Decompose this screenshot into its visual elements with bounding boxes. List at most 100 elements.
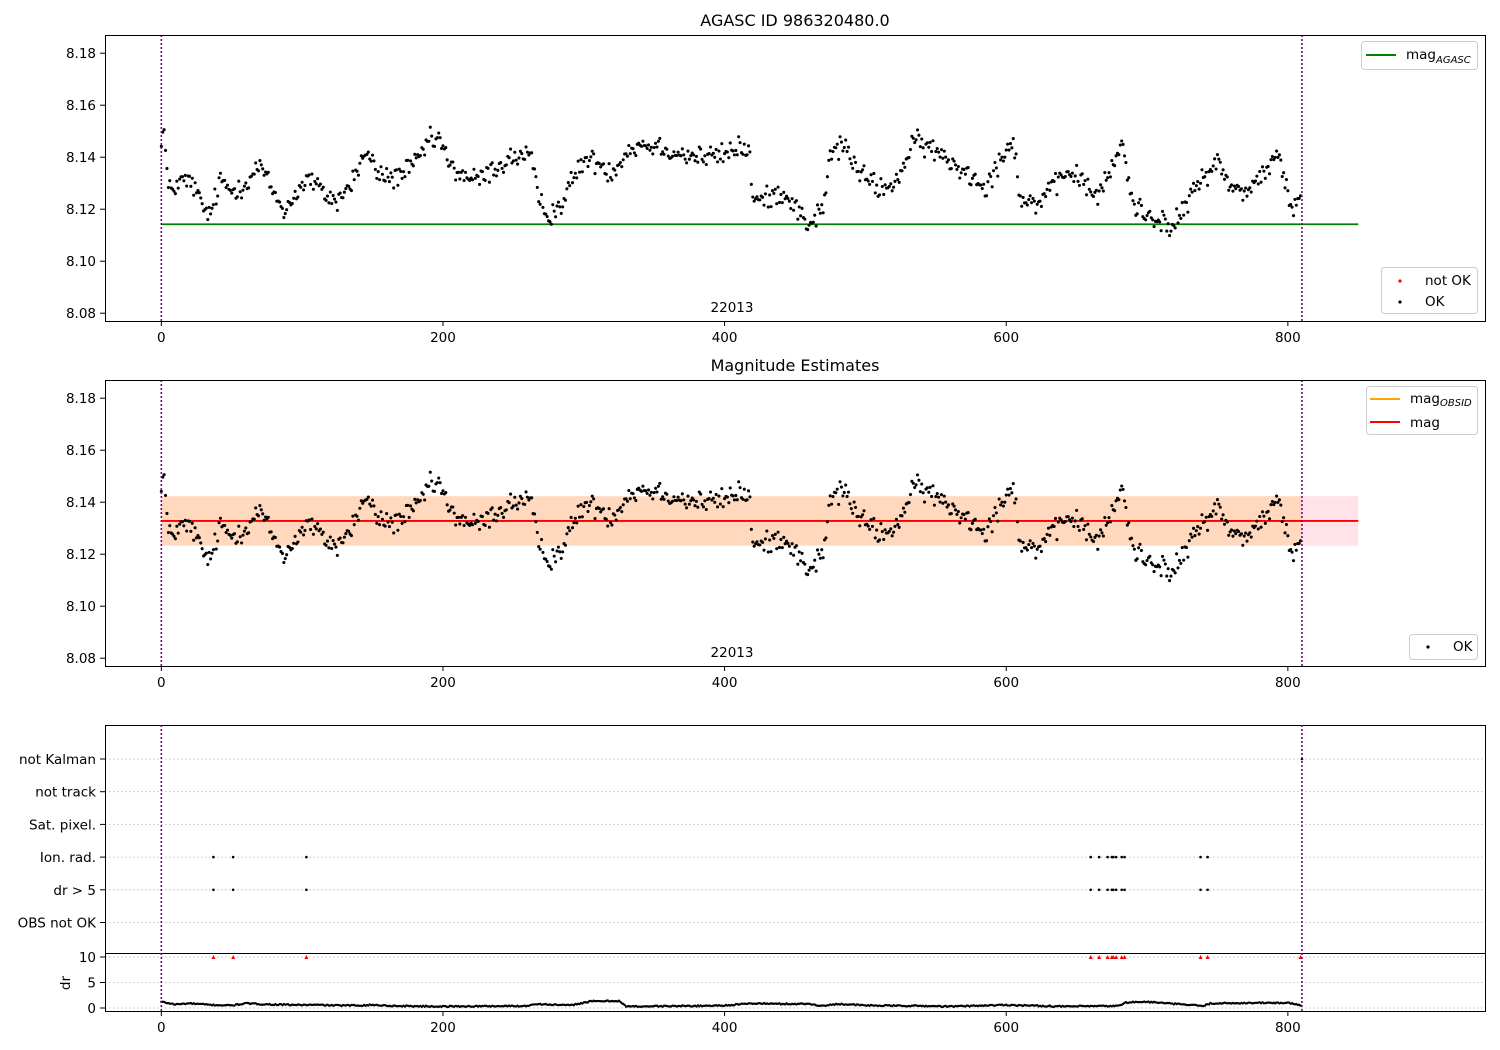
agasc-point [935, 147, 939, 151]
dr-clipped-point [1114, 955, 1119, 959]
agasc-point [962, 167, 966, 172]
magnitude-point [539, 538, 544, 542]
agasc-point [199, 196, 203, 200]
magnitude-point [344, 532, 348, 536]
magnitude-point [796, 562, 800, 566]
magnitude-point [269, 530, 273, 534]
magnitude-point [278, 545, 282, 549]
magnitude-point [494, 519, 499, 523]
agasc-legend-top: magAGASC [1361, 41, 1478, 70]
magnitude-point [314, 527, 318, 531]
agasc-point [632, 151, 637, 155]
agasc-point [372, 159, 376, 163]
agasc-point [458, 177, 462, 181]
agasc-point [261, 167, 265, 171]
agasc-point [727, 156, 731, 160]
agasc-point [373, 167, 377, 171]
agasc-point [283, 212, 287, 216]
agasc-point [817, 207, 821, 211]
agasc-point [1100, 186, 1104, 190]
magnitude-point [1165, 574, 1169, 578]
magnitude-point [1124, 506, 1128, 510]
magnitude-point [1200, 513, 1204, 517]
agasc-point [856, 169, 860, 173]
magnitude-point [349, 534, 353, 538]
agasc-point [269, 185, 273, 189]
agasc-point [708, 145, 713, 149]
magnitude-point [608, 520, 613, 525]
agasc-point [1025, 203, 1029, 207]
magnitude-point [1052, 524, 1056, 528]
magnitude-point [556, 545, 560, 549]
agasc-point [792, 208, 796, 212]
agasc-point [249, 174, 253, 178]
agasc-point [1165, 229, 1169, 233]
agasc-point [1239, 187, 1243, 191]
magnitude-panel: Magnitude Estimates 0 200 400 600 800 8.088.… [66, 356, 1486, 691]
agasc-point [882, 192, 886, 196]
agasc-point [1187, 194, 1191, 198]
magnitude-point [1255, 519, 1259, 523]
agasc-point [399, 169, 403, 173]
magnitude-point [700, 502, 704, 506]
magnitude-title: Magnitude Estimates [711, 356, 880, 375]
magnitude-point [452, 511, 456, 515]
magnitude-point [1196, 525, 1200, 529]
agasc-point [1190, 190, 1194, 194]
agasc-point [1089, 190, 1093, 194]
magnitude-point [1035, 547, 1039, 551]
agasc-point [334, 200, 338, 204]
magnitude-point [1203, 520, 1207, 524]
magnitude-point [799, 559, 803, 563]
magnitude-point [183, 518, 187, 522]
agasc-point [1215, 153, 1219, 157]
agasc-point [835, 142, 839, 146]
agasc-point [1249, 190, 1253, 194]
agasc-point [969, 183, 973, 187]
agasc-point [523, 157, 527, 161]
magnitude-point [748, 495, 752, 499]
agasc-point [914, 138, 918, 142]
agasc-point [613, 168, 617, 172]
magnitude-point [199, 541, 203, 545]
agasc-point [351, 169, 355, 173]
magnitude-point [746, 489, 751, 493]
magnitude-point [207, 550, 211, 554]
agasc-point [679, 154, 683, 158]
magnitude-point [990, 530, 994, 534]
agasc-point [982, 182, 986, 186]
magnitude-point [858, 524, 862, 528]
agasc-point [1145, 213, 1149, 218]
magnitude-point [1239, 532, 1243, 536]
magnitude-point [1249, 535, 1253, 539]
magnitude-point [175, 524, 179, 528]
agasc-point [908, 147, 913, 152]
agasc-point [341, 196, 345, 200]
agasc-point [1225, 175, 1229, 179]
agasc-obsid-label: 22013 [711, 300, 754, 316]
magnitude-legend-top: magOBSID mag [1366, 386, 1478, 435]
magnitude-point [1003, 500, 1007, 504]
magnitude-point [168, 524, 172, 528]
agasc-point [780, 201, 784, 205]
agasc-point [193, 181, 197, 185]
agasc-point [1137, 201, 1141, 205]
agasc-point [732, 153, 736, 157]
flag-point [1114, 855, 1118, 859]
agasc-point [500, 166, 504, 170]
magnitude-point [828, 494, 832, 498]
magnitude-point [569, 515, 573, 520]
magnitude-point [392, 531, 396, 535]
magnitude-point [1000, 500, 1004, 504]
magnitude-point [962, 512, 966, 517]
agasc-point [907, 156, 911, 160]
magnitude-point [544, 557, 548, 561]
agasc-point [721, 160, 725, 164]
agasc-point [875, 183, 879, 187]
magnitude-point [1114, 499, 1118, 503]
magnitude-point [1075, 508, 1079, 512]
agasc-point [180, 175, 184, 179]
agasc-point [440, 146, 444, 151]
agasc-point [1139, 203, 1143, 207]
agasc-point [324, 198, 328, 202]
